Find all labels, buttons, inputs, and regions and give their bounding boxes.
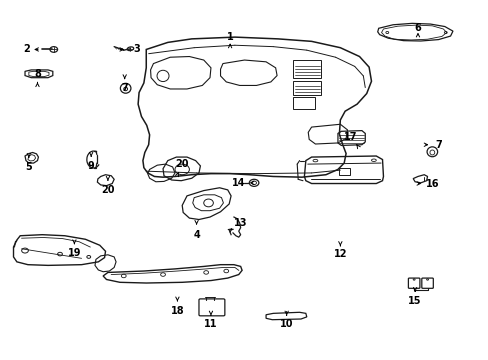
Text: 4: 4 bbox=[193, 230, 200, 240]
Text: 2: 2 bbox=[23, 45, 30, 54]
Text: 14: 14 bbox=[231, 178, 245, 188]
Text: 13: 13 bbox=[233, 218, 247, 228]
Text: 19: 19 bbox=[67, 248, 81, 258]
Text: 20: 20 bbox=[101, 185, 115, 195]
Text: 16: 16 bbox=[425, 179, 438, 189]
Text: 1: 1 bbox=[226, 32, 233, 42]
Text: 17: 17 bbox=[344, 132, 357, 142]
Text: 20: 20 bbox=[175, 159, 188, 169]
Text: 7: 7 bbox=[121, 83, 128, 93]
Text: 11: 11 bbox=[204, 319, 217, 329]
Text: 12: 12 bbox=[333, 249, 346, 259]
Text: 18: 18 bbox=[170, 306, 184, 315]
Text: 3: 3 bbox=[133, 45, 140, 54]
Text: 5: 5 bbox=[25, 162, 32, 172]
Text: 10: 10 bbox=[279, 319, 293, 329]
Text: 8: 8 bbox=[34, 69, 41, 79]
Text: 15: 15 bbox=[407, 296, 421, 306]
Text: 9: 9 bbox=[87, 161, 94, 171]
Text: 6: 6 bbox=[414, 23, 421, 33]
Text: 7: 7 bbox=[434, 140, 441, 150]
